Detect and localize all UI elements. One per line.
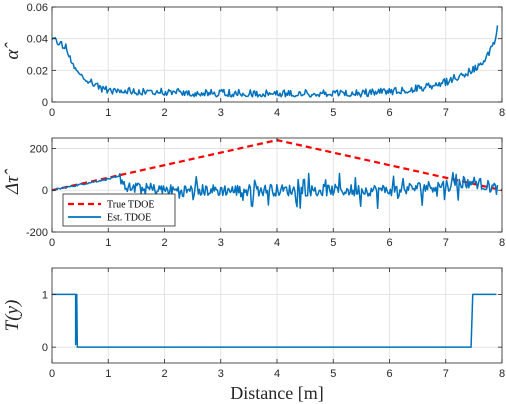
y-tick-label-0: 0: [42, 97, 48, 109]
x-tick-label-4: 4: [274, 107, 280, 119]
legend-label-1: True TDOE: [107, 200, 155, 211]
series-line-2: [51, 171, 499, 210]
y-tick-label-1: 0.02: [27, 65, 48, 77]
x-tick-label-5: 5: [330, 237, 336, 249]
x-tick-label-7: 7: [443, 368, 449, 380]
x-tick-label-5: 5: [330, 107, 336, 119]
y-axis-label: α̂: [2, 42, 23, 60]
legend-label-2: Est. TDOE: [107, 213, 151, 224]
x-tick-label-4: 4: [274, 368, 280, 380]
panel-1: 0 1 2 3 4 5 6 7 8 0 0.02 0.04 0.06 α̂: [2, 2, 505, 119]
x-tick-label-7: 7: [443, 237, 449, 249]
x-tick-label-6: 6: [386, 368, 392, 380]
series-line-1: [51, 25, 499, 98]
x-tick-label-2: 2: [161, 368, 167, 380]
y-axis-label: Δτ̂: [2, 168, 23, 195]
legend-box: [62, 193, 176, 227]
x-tick-label-8: 8: [499, 107, 505, 119]
x-tick-label-2: 2: [161, 107, 167, 119]
legend: True TDOE Est. TDOE: [62, 193, 176, 227]
y-tick-label-0: -200: [26, 227, 48, 239]
y-tick-label-2: 0.04: [27, 34, 48, 46]
panel-3: 0 1 2 3 4 5 6 7 8 0 1 T(y) Distance [m]: [2, 267, 505, 403]
y-tick-label-1: 1: [42, 289, 48, 301]
x-tick-label-8: 8: [499, 368, 505, 380]
x-axis-label: Distance [m]: [230, 383, 323, 403]
x-tick-label-1: 1: [105, 107, 111, 119]
x-tick-label-2: 2: [161, 237, 167, 249]
y-tick-label-3: 0.06: [27, 2, 48, 14]
series-line-1: [52, 293, 497, 348]
x-tick-label-3: 3: [218, 368, 224, 380]
x-tick-label-0: 0: [49, 237, 55, 249]
x-tick-label-1: 1: [105, 237, 111, 249]
x-tick-label-5: 5: [330, 368, 336, 380]
y-axis-label: T(y): [2, 300, 23, 332]
y-tick-label-0: 0: [42, 342, 48, 354]
x-tick-label-6: 6: [386, 237, 392, 249]
x-tick-label-0: 0: [49, 368, 55, 380]
x-tick-label-8: 8: [499, 237, 505, 249]
x-tick-label-3: 3: [218, 237, 224, 249]
x-tick-label-3: 3: [218, 107, 224, 119]
x-tick-label-0: 0: [49, 107, 55, 119]
x-tick-label-4: 4: [274, 237, 280, 249]
x-tick-label-7: 7: [443, 107, 449, 119]
x-tick-label-1: 1: [105, 368, 111, 380]
y-tick-label-2: 200: [30, 143, 48, 155]
x-tick-label-6: 6: [386, 107, 392, 119]
y-tick-label-1: 0: [42, 185, 48, 197]
